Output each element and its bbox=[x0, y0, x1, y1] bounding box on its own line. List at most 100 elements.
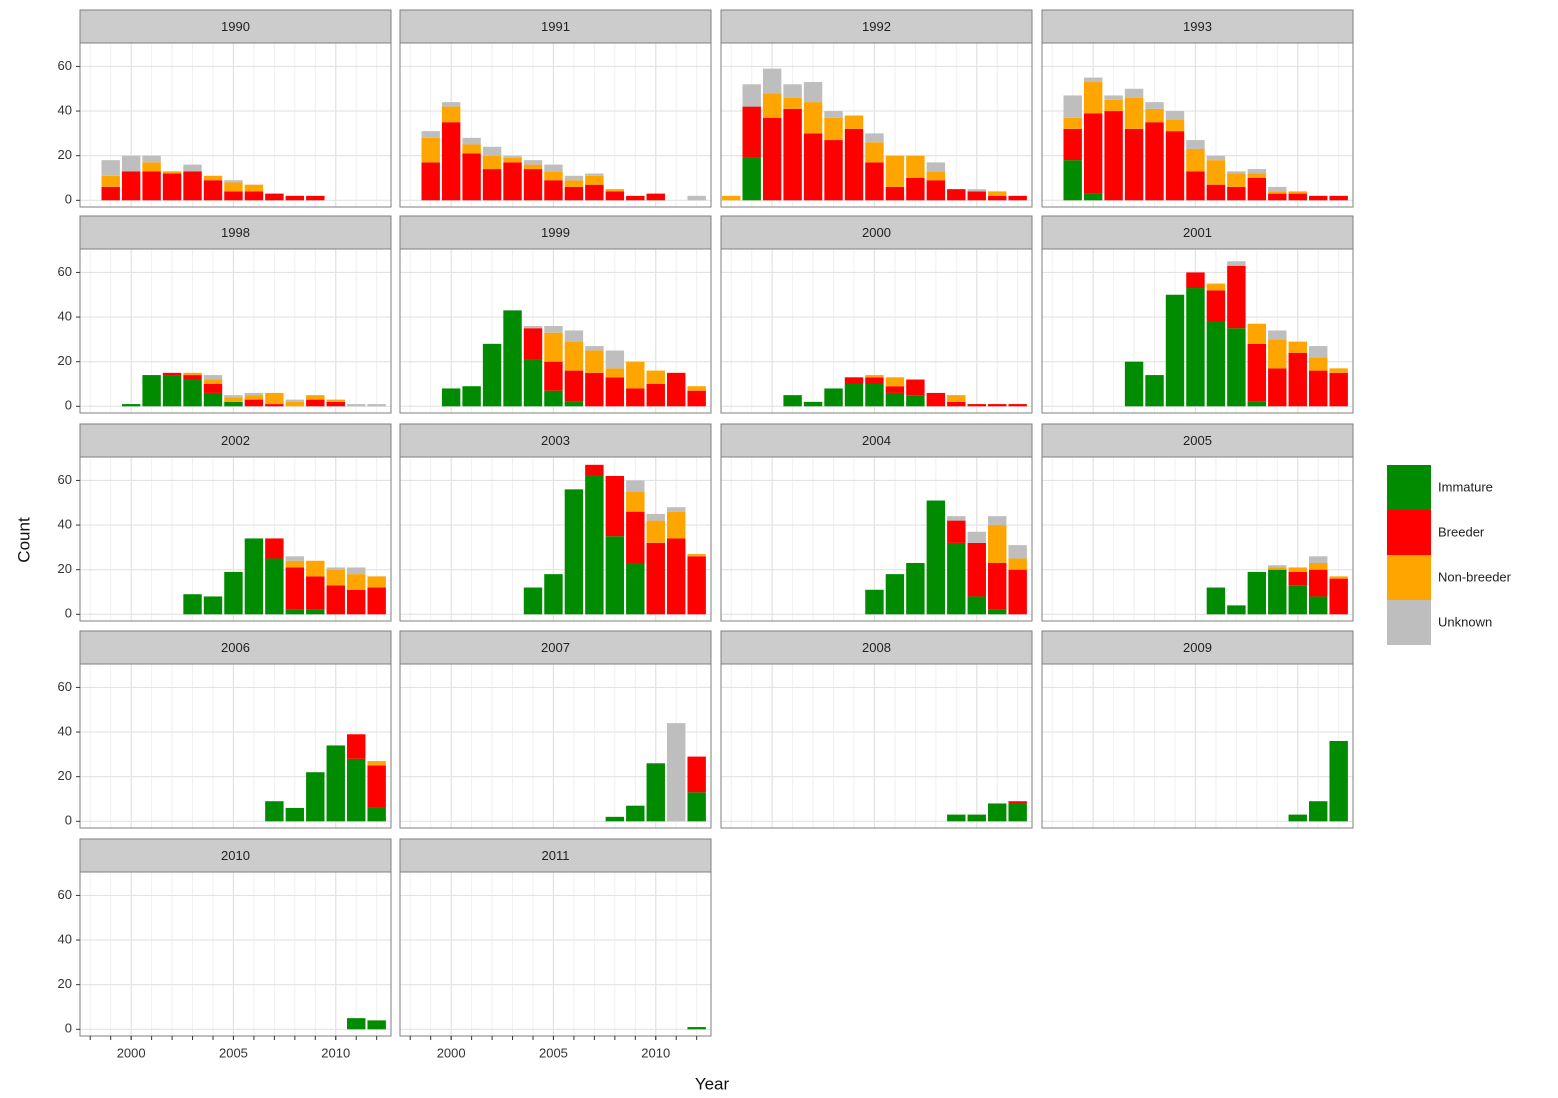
y-tick-label: 20 bbox=[58, 147, 72, 162]
bar-segment bbox=[142, 171, 161, 201]
bar-segment bbox=[285, 401, 305, 407]
bar-segment bbox=[367, 576, 386, 588]
bar-segment bbox=[1104, 95, 1123, 100]
bar-segment bbox=[121, 171, 141, 201]
legend-key bbox=[1387, 465, 1431, 510]
bar-segment bbox=[162, 372, 182, 376]
x-tick-label: 2010 bbox=[321, 1045, 350, 1060]
bar-segment bbox=[988, 404, 1007, 407]
bar-segment bbox=[244, 395, 264, 400]
bar-segment bbox=[824, 117, 843, 141]
bar-segment bbox=[1008, 569, 1027, 615]
bar-segment bbox=[564, 330, 584, 342]
y-tick-label: 40 bbox=[58, 102, 72, 117]
bar-segment bbox=[865, 162, 884, 201]
bar-segment bbox=[203, 392, 223, 407]
bar-segment bbox=[183, 375, 202, 380]
panel-background bbox=[80, 249, 391, 413]
strip bbox=[1041, 215, 1354, 250]
bar-segment bbox=[988, 516, 1007, 526]
bar-segment bbox=[1186, 148, 1205, 172]
bar-segment bbox=[1165, 111, 1185, 120]
bar-segment bbox=[687, 1027, 706, 1030]
bar-segment bbox=[244, 191, 264, 201]
y-tick-label: 0 bbox=[65, 192, 72, 207]
bar-segment bbox=[203, 375, 223, 380]
bar-segment bbox=[326, 745, 345, 822]
bar-segment bbox=[367, 765, 386, 808]
strip bbox=[399, 630, 712, 665]
legend-key bbox=[1387, 555, 1431, 600]
y-tick-label: 60 bbox=[58, 472, 72, 487]
bar-segment bbox=[1288, 814, 1307, 822]
bar-segment bbox=[926, 500, 946, 615]
bar-segment bbox=[441, 122, 461, 201]
bar-segment bbox=[687, 792, 706, 822]
bar-segment bbox=[1145, 108, 1164, 123]
bar-segment bbox=[285, 560, 305, 568]
bar-segment bbox=[687, 756, 706, 793]
bar-segment bbox=[1309, 346, 1328, 358]
panel-border bbox=[399, 663, 712, 829]
bar-segment bbox=[142, 155, 161, 163]
bar-segment bbox=[824, 111, 843, 118]
bar-segment bbox=[482, 169, 502, 201]
bar-segment bbox=[564, 341, 584, 371]
bar-segment bbox=[742, 84, 761, 107]
bar-segment bbox=[1329, 576, 1348, 579]
bar-segment bbox=[203, 596, 223, 615]
bar-segment bbox=[1227, 173, 1246, 187]
bar-segment bbox=[1288, 571, 1307, 586]
bar-segment bbox=[326, 569, 345, 586]
bar-segment bbox=[1247, 571, 1267, 615]
panel-border bbox=[79, 248, 392, 414]
bar-segment bbox=[462, 144, 481, 154]
bar-segment bbox=[564, 370, 584, 402]
bar-segment bbox=[687, 554, 706, 557]
bar-segment bbox=[585, 175, 604, 185]
bar-segment bbox=[1063, 128, 1082, 161]
bar-segment bbox=[1104, 111, 1123, 201]
bar-segment bbox=[687, 386, 706, 391]
panel-title: 1999 bbox=[541, 225, 570, 240]
bar-segment bbox=[1247, 177, 1267, 201]
bar-segment bbox=[988, 562, 1007, 610]
panel-background bbox=[1042, 664, 1353, 828]
bar-segment bbox=[1145, 375, 1164, 407]
bar-segment bbox=[244, 184, 264, 192]
bar-segment bbox=[626, 195, 645, 201]
bar-segment bbox=[1227, 328, 1246, 407]
panel-border bbox=[399, 456, 712, 622]
y-tick-label: 0 bbox=[65, 606, 72, 621]
bar-segment bbox=[523, 164, 543, 170]
strip bbox=[720, 423, 1033, 458]
bar-segment bbox=[967, 531, 986, 543]
bar-segment bbox=[605, 368, 625, 378]
bar-segment bbox=[265, 558, 284, 615]
bar-segment bbox=[585, 184, 604, 201]
bar-segment bbox=[441, 106, 461, 123]
bar-segment bbox=[285, 399, 305, 402]
bar-segment bbox=[1206, 290, 1226, 322]
bar-segment bbox=[265, 392, 284, 405]
bar-segment bbox=[462, 386, 481, 407]
bar-segment bbox=[544, 390, 563, 407]
bar-segment bbox=[121, 404, 141, 407]
y-tick-label: 0 bbox=[65, 398, 72, 413]
y-tick-label: 40 bbox=[58, 931, 72, 946]
bar-segment bbox=[967, 542, 986, 597]
bar-segment bbox=[523, 160, 543, 165]
bar-segment bbox=[783, 97, 802, 109]
bar-segment bbox=[1329, 372, 1348, 407]
y-tick-label: 60 bbox=[58, 58, 72, 73]
bar-segment bbox=[1124, 97, 1144, 129]
panel-title: 2003 bbox=[541, 433, 570, 448]
bar-segment bbox=[885, 186, 905, 201]
bar-segment bbox=[844, 383, 864, 407]
panel-title: 2009 bbox=[1183, 640, 1212, 655]
bar-segment bbox=[1247, 343, 1267, 402]
bar-segment bbox=[1145, 102, 1164, 109]
bar-segment bbox=[1165, 131, 1185, 201]
y-tick-label: 20 bbox=[58, 561, 72, 576]
